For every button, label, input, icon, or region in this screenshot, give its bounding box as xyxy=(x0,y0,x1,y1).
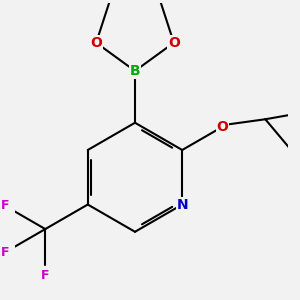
Text: O: O xyxy=(168,36,180,50)
Text: F: F xyxy=(41,269,50,282)
Text: O: O xyxy=(90,36,102,50)
Text: F: F xyxy=(1,200,9,212)
Text: B: B xyxy=(130,64,140,78)
Text: N: N xyxy=(176,197,188,212)
Text: F: F xyxy=(1,246,9,259)
Text: O: O xyxy=(216,120,228,134)
